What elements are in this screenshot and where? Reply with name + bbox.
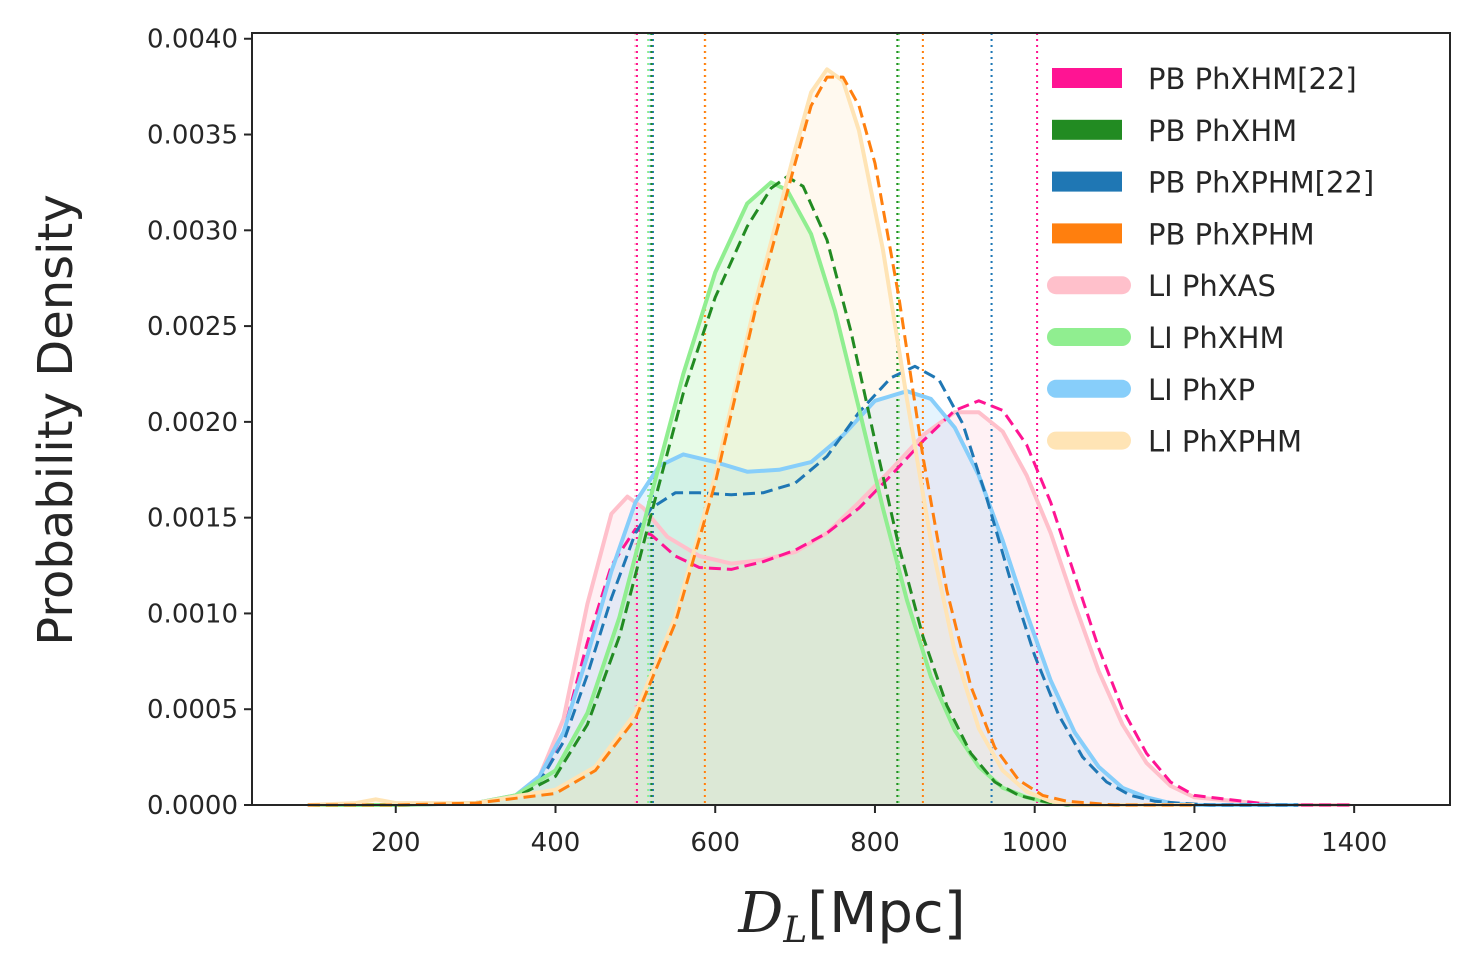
x-tick-label: 1000 [1002,828,1068,858]
y-tick-label: 0.0035 [147,121,238,151]
legend-item-li-phxas: LI PhXAS [1047,269,1276,303]
legend-item-pb-phxhm: PB PhXHM [1052,114,1297,148]
curve-pb-phxphm-22 [307,364,1299,807]
legend-label: LI PhXP [1148,373,1255,407]
x-axis-label-symbol: D [737,881,783,946]
legend-swatch [1052,119,1122,140]
y-tick-label: 0.0040 [147,25,238,55]
x-tick-label: 1400 [1321,828,1387,858]
legend-item-pb-phxphm: PB PhXPHM [1052,217,1315,251]
legend-label: LI PhXHM [1148,321,1285,355]
curve-li-phxp [307,389,1299,807]
legend-label: PB PhXPHM[22] [1148,166,1374,200]
legend-item-pb-phxphm-22: PB PhXPHM[22] [1052,166,1374,200]
x-axis-ticks: 200 400 600 800 1000 1200 1400 [371,805,1387,858]
y-tick-label: 0.0025 [147,312,238,342]
curve-li-phxphm [307,67,1195,807]
x-tick-label: 600 [690,828,740,858]
fill-li-phxphm [307,69,1195,805]
y-tick-label: 0.0005 [147,695,238,725]
x-tick-label: 200 [371,828,421,858]
curve-li-phxhm [307,180,1195,807]
y-tick-label: 0.0020 [147,408,238,438]
legend-swatch [1052,223,1122,244]
x-tick-label: 800 [850,828,900,858]
legend-item-pb-phxhm-22: PB PhXHM[22] [1052,62,1357,96]
legend-swatch [1052,68,1122,88]
legend-label: PB PhXHM[22] [1148,62,1357,96]
y-tick-label: 0.0000 [147,791,238,821]
x-tick-label: 400 [531,828,581,858]
x-axis-label-subscript: L [782,910,807,951]
fill-li-phxas [307,412,1351,805]
curve-li-phxas [307,410,1351,807]
legend-item-li-phxhm: LI PhXHM [1047,321,1285,355]
y-axis-ticks: 0.0000 0.0005 0.0010 0.0015 0.0020 0.0025 0.00… [147,25,252,821]
legend-label: PB PhXPHM [1148,217,1315,251]
legend-label: LI PhXPHM [1148,425,1302,459]
fill-li-phxp [307,391,1299,805]
curve-pb-phxphm [307,75,1195,807]
x-tick-label: 1200 [1161,828,1227,858]
curve-pb-phxhm [307,175,1195,807]
y-axis-label: Probability Density [28,194,84,645]
plot-frame [251,32,1451,806]
legend-label: PB PhXHM [1148,114,1297,148]
y-tick-label: 0.0030 [147,216,238,246]
legend-swatch [1052,171,1122,192]
legend-item-li-phxp: LI PhXP [1047,373,1255,407]
legend-item-li-phxphm: LI PhXPHM [1047,425,1302,459]
legend: PB PhXHM[22] PB PhXHM PB PhXPHM[22] PB PhXP… [1047,62,1374,459]
density-curves [307,67,1351,807]
x-axis-label-unit: [Mpc] [807,881,965,946]
legend-label: LI PhXAS [1148,269,1276,303]
x-axis-label: DL[Mpc] [737,881,965,951]
y-tick-label: 0.0015 [147,504,238,534]
y-tick-label: 0.0010 [147,599,238,629]
